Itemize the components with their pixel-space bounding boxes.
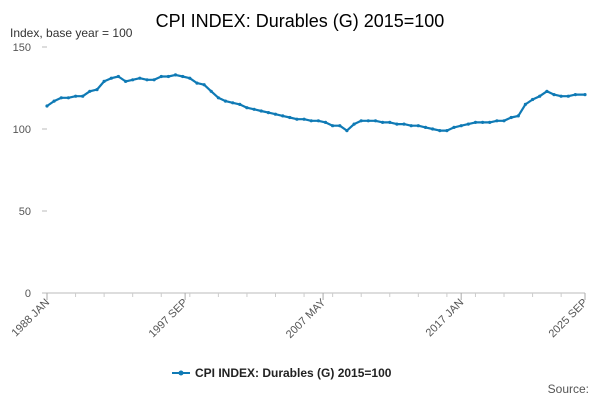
data-point xyxy=(502,119,506,123)
y-tick-label: 100 xyxy=(13,124,31,136)
data-point xyxy=(309,119,313,123)
data-point xyxy=(152,78,156,82)
x-tick-label: 2007 MAY xyxy=(284,296,329,341)
data-point xyxy=(366,119,370,123)
data-point xyxy=(202,83,206,87)
data-point xyxy=(273,112,278,116)
data-point xyxy=(223,99,228,103)
data-point xyxy=(188,76,192,80)
data-point xyxy=(416,124,420,128)
data-point xyxy=(438,129,442,133)
data-point xyxy=(288,115,292,120)
data-point xyxy=(338,124,342,128)
data-point xyxy=(116,74,120,79)
data-point xyxy=(245,106,249,110)
data-point xyxy=(523,102,528,106)
data-point xyxy=(74,94,78,98)
data-point xyxy=(573,93,578,97)
data-point xyxy=(559,94,563,98)
y-tick-label: 0 xyxy=(25,288,31,300)
data-point xyxy=(209,89,213,93)
data-point xyxy=(295,117,299,121)
data-point xyxy=(145,78,149,82)
data-point xyxy=(59,96,63,100)
data-point xyxy=(331,124,335,128)
data-point xyxy=(359,119,363,123)
data-point xyxy=(388,120,392,124)
data-point xyxy=(109,76,113,80)
data-point xyxy=(95,88,99,92)
data-point xyxy=(423,125,428,129)
data-point xyxy=(88,89,92,93)
data-point xyxy=(281,114,285,118)
legend-label: CPI INDEX: Durables (G) 2015=100 xyxy=(195,366,392,380)
data-point xyxy=(431,127,435,131)
data-point xyxy=(302,117,306,121)
source-label[interactable]: Source: xyxy=(548,382,589,396)
data-point xyxy=(45,104,49,108)
legend[interactable]: CPI INDEX: Durables (G) 2015=100 xyxy=(172,366,392,380)
data-point xyxy=(259,109,263,113)
data-point xyxy=(252,107,256,111)
y-tick-label: 50 xyxy=(19,206,31,218)
data-point xyxy=(552,93,556,97)
data-point xyxy=(545,89,549,93)
data-point xyxy=(495,119,499,123)
data-point xyxy=(531,97,535,102)
data-point xyxy=(173,73,178,77)
data-point xyxy=(138,76,142,80)
chart-title: CPI INDEX: Durables (G) 2015=100 xyxy=(156,11,445,31)
data-point xyxy=(352,122,356,126)
data-point xyxy=(159,74,163,79)
data-point xyxy=(566,94,570,98)
y-tick-label: 150 xyxy=(13,42,31,54)
data-point xyxy=(516,114,520,118)
data-point xyxy=(66,96,70,100)
data-point xyxy=(166,74,170,79)
data-point xyxy=(52,99,56,103)
data-point xyxy=(316,119,320,123)
x-tick-label: 2025 SEP xyxy=(547,297,591,341)
chart-subtitle: Index, base year = 100 xyxy=(10,26,133,40)
data-point xyxy=(481,120,485,124)
data-point xyxy=(231,101,235,105)
y-axis: 0 50 100 150 xyxy=(13,42,47,300)
data-point xyxy=(373,119,378,123)
data-point xyxy=(102,79,106,83)
data-point xyxy=(216,96,220,100)
data-point xyxy=(402,122,406,126)
x-tick-label: 2017 JAN xyxy=(424,297,467,340)
data-point xyxy=(538,94,542,98)
x-tick-label: 1988 JAN xyxy=(9,297,52,340)
series-line xyxy=(46,73,585,132)
data-point xyxy=(238,102,242,106)
data-point xyxy=(181,74,185,79)
data-point xyxy=(381,120,385,124)
data-point xyxy=(583,93,587,97)
data-point xyxy=(131,78,135,82)
data-point xyxy=(266,111,270,115)
x-axis: 1988 JAN 1997 SEP 2007 MAY 2017 JAN 2025 SEP xyxy=(9,292,591,341)
data-point xyxy=(459,124,463,128)
data-point xyxy=(488,120,492,124)
data-point xyxy=(409,124,413,128)
data-point xyxy=(124,79,128,83)
legend-marker xyxy=(178,370,184,376)
data-point xyxy=(473,120,478,124)
data-point xyxy=(323,120,328,124)
data-point xyxy=(81,94,85,98)
data-point xyxy=(195,81,199,85)
x-tick-label: 1997 SEP xyxy=(147,297,191,341)
data-point xyxy=(509,115,513,120)
data-point xyxy=(466,122,470,126)
plot-area xyxy=(45,73,587,133)
data-point xyxy=(395,122,399,126)
data-point xyxy=(452,125,456,129)
data-point xyxy=(345,129,349,133)
data-point xyxy=(445,129,449,133)
